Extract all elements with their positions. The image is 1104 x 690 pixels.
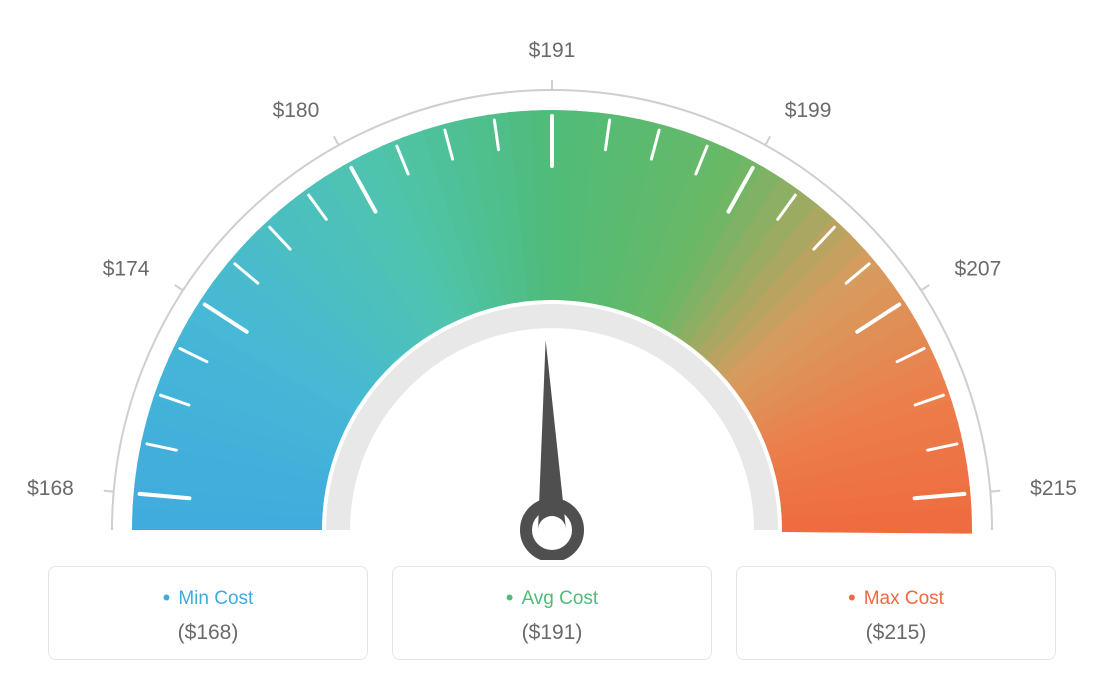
- svg-text:$174: $174: [103, 258, 150, 281]
- svg-text:$207: $207: [955, 258, 1002, 281]
- legend-avg-label: Avg Cost: [403, 585, 701, 611]
- svg-text:$215: $215: [1030, 477, 1077, 500]
- svg-text:$168: $168: [27, 477, 74, 500]
- legend-min-value: ($168): [59, 621, 357, 645]
- svg-text:$191: $191: [529, 39, 576, 62]
- legend-avg-value: ($191): [403, 621, 701, 645]
- gauge-svg: $168 $174 $180 $191 $199 $207 $215: [0, 0, 1104, 560]
- legend-min-label: Min Cost: [59, 585, 357, 611]
- gauge-chart: $168 $174 $180 $191 $199 $207 $215: [0, 0, 1104, 560]
- legend-avg-card: Avg Cost ($191): [392, 566, 712, 660]
- legend-max-card: Max Cost ($215): [736, 566, 1056, 660]
- legend-max-value: ($215): [747, 621, 1045, 645]
- legend-max-label: Max Cost: [747, 585, 1045, 611]
- svg-text:$180: $180: [273, 99, 320, 122]
- svg-text:$199: $199: [785, 99, 832, 122]
- legend-row: Min Cost ($168) Avg Cost ($191) Max Cost…: [0, 566, 1104, 660]
- legend-min-card: Min Cost ($168): [48, 566, 368, 660]
